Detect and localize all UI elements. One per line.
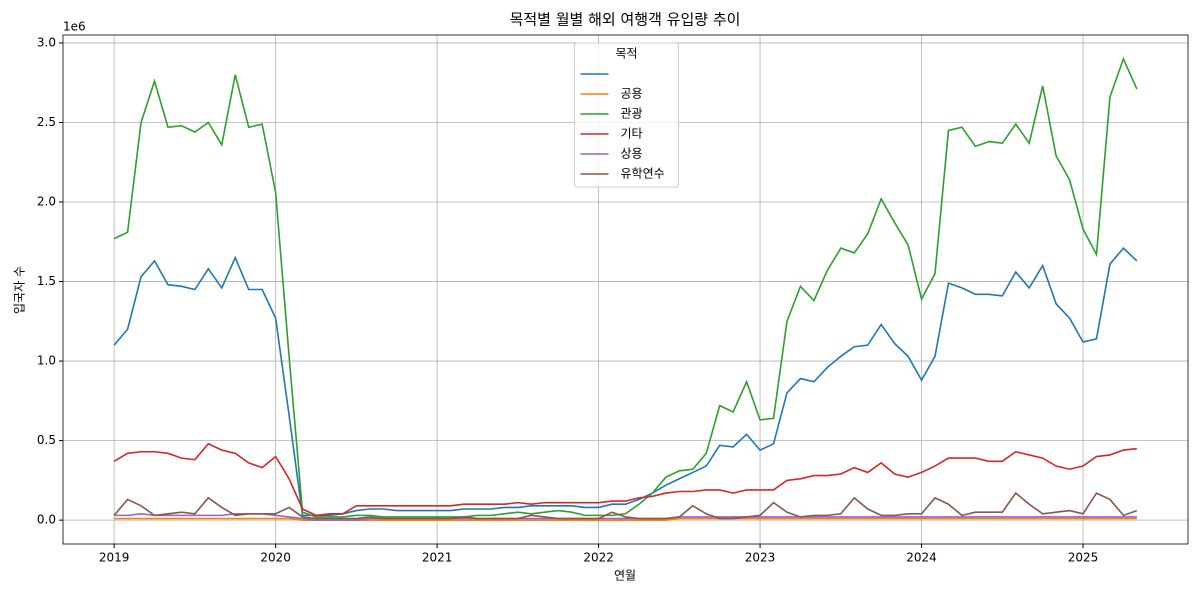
y-tick-label: 0.5 <box>37 433 56 447</box>
y-tick-label: 3.0 <box>37 35 56 49</box>
x-tick-label: 2022 <box>583 551 614 565</box>
x-tick-label: 2020 <box>260 551 291 565</box>
x-tick-label: 2021 <box>422 551 453 565</box>
legend-box <box>574 42 679 188</box>
legend-title: 목적 <box>615 47 637 61</box>
x-tick-label: 2019 <box>99 551 130 565</box>
series-line <box>113 491 1138 520</box>
legend-label: 공용 <box>621 87 643 101</box>
x-tick-label: 2023 <box>745 551 776 565</box>
x-axis-label: 연월 <box>614 569 636 583</box>
plot-frame <box>62 34 1189 545</box>
series-line <box>113 56 1138 518</box>
series-line <box>114 512 1137 521</box>
legend-label: 유학연수 <box>621 167 665 181</box>
y-tick-label: 1.0 <box>37 354 56 368</box>
y-axis-label: 입국자 수 <box>13 266 27 314</box>
y-tick-label: 1.5 <box>37 274 56 288</box>
series-line <box>113 442 1137 517</box>
y-tick-label: 2.0 <box>37 195 56 209</box>
x-tick-label: 2025 <box>1068 551 1099 565</box>
legend-label: 상용 <box>621 147 643 161</box>
y-offset-label: 1e6 <box>63 20 86 34</box>
y-tick-label: 0.0 <box>37 513 56 527</box>
chart-title: 목적별 월별 해외 여행객 유입량 추이 <box>510 11 741 29</box>
y-tick-label: 2.5 <box>37 115 56 129</box>
x-tick-label: 2024 <box>906 551 937 565</box>
legend-label: 관광 <box>621 107 643 121</box>
legend-label: 기타 <box>621 127 643 141</box>
series-line <box>113 246 1138 517</box>
series-line <box>114 517 1137 521</box>
